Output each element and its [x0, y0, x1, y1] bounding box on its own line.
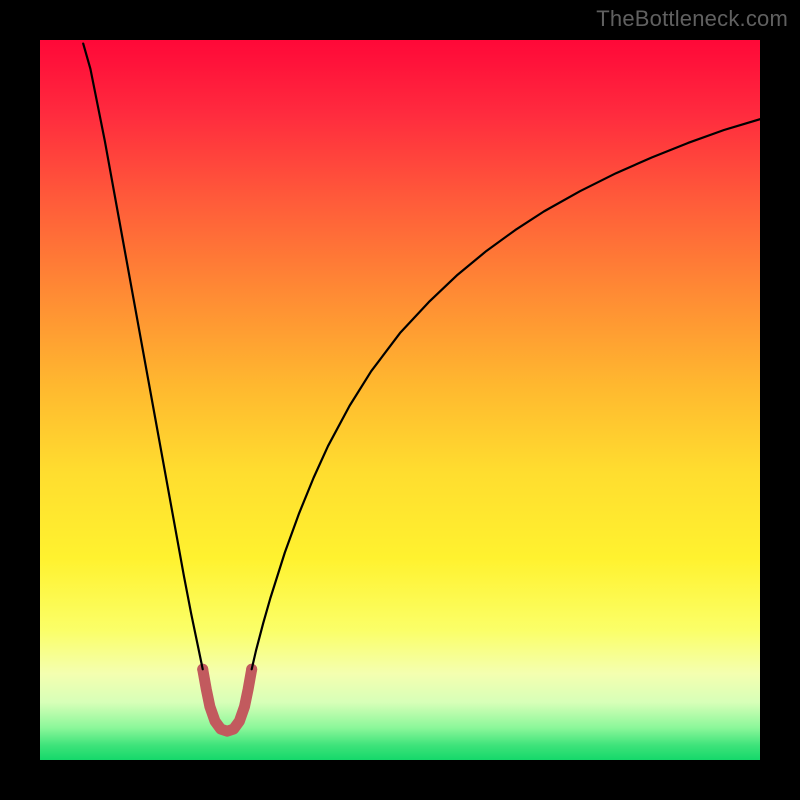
watermark-text: TheBottleneck.com	[596, 6, 788, 32]
gradient-background	[40, 40, 760, 760]
bottleneck-chart	[40, 40, 760, 760]
plot-area	[40, 40, 760, 760]
chart-frame: TheBottleneck.com	[0, 0, 800, 800]
